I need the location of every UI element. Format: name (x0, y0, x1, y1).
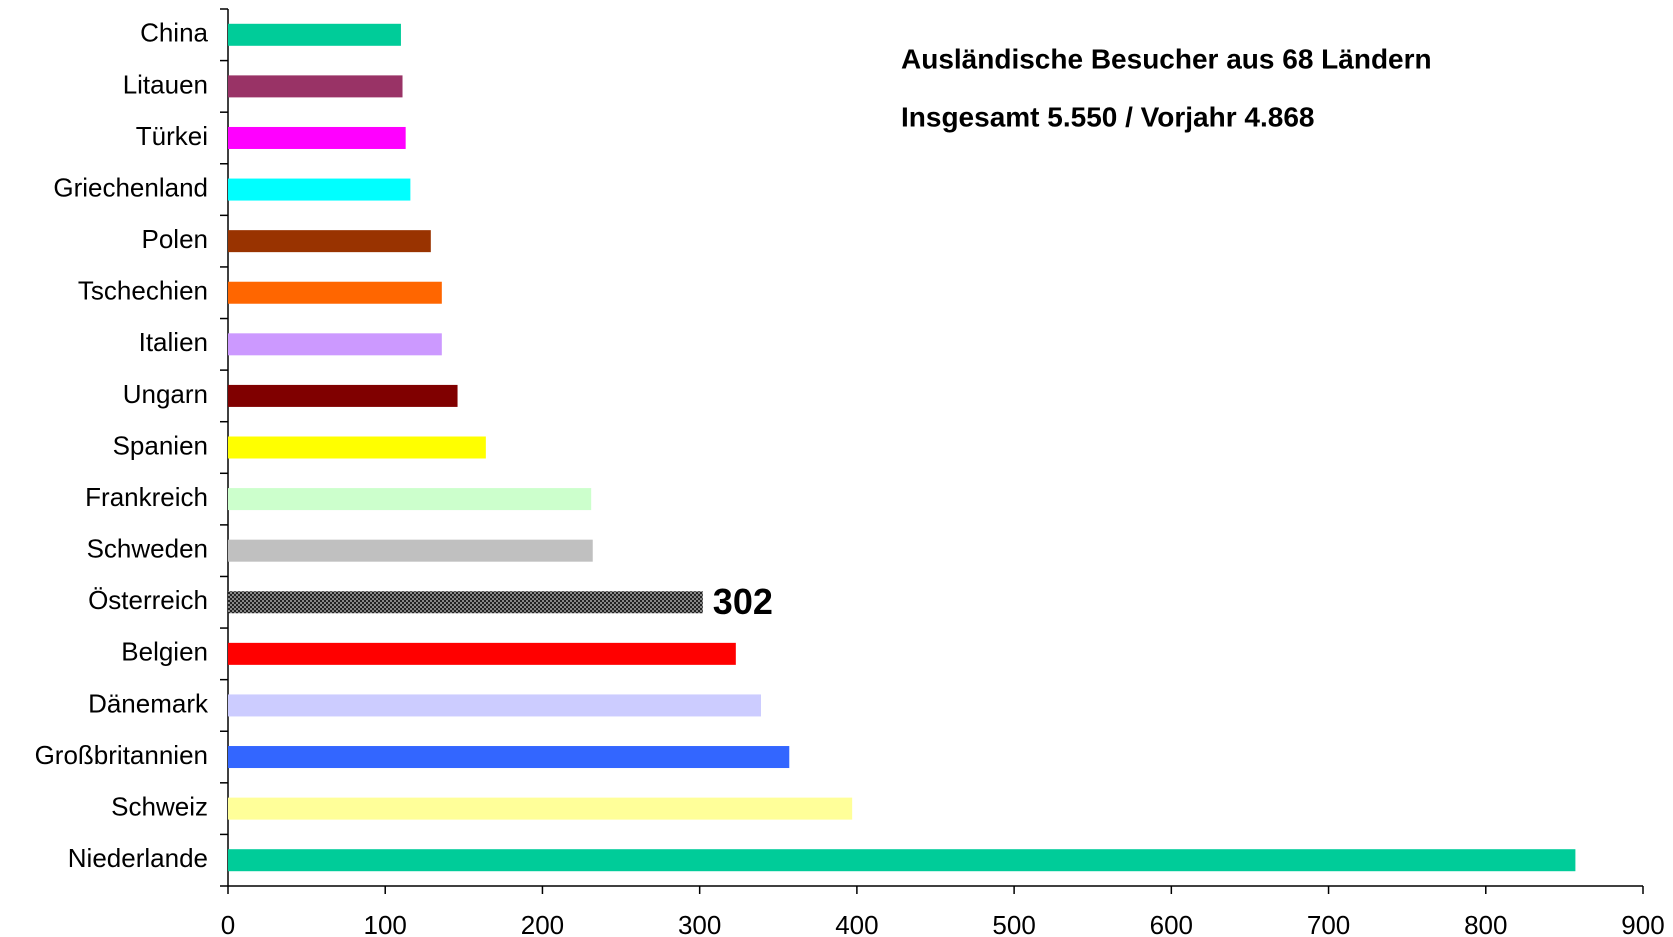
bar (228, 746, 790, 769)
y-tick-label: Türkei (136, 121, 208, 151)
y-tick-label: Tschechien (78, 276, 208, 306)
bar (228, 384, 458, 407)
y-tick-label: Griechenland (53, 172, 208, 202)
y-tick-label: Frankreich (85, 482, 208, 512)
bar (228, 436, 486, 459)
bar (228, 23, 401, 46)
bar (228, 797, 853, 820)
bar (228, 642, 736, 665)
bar (228, 591, 703, 614)
y-tick-label: Belgien (121, 637, 208, 667)
bar (228, 126, 406, 149)
y-tick-label: Polen (142, 224, 209, 254)
x-tick-label: 600 (1150, 910, 1193, 937)
bar (228, 75, 403, 98)
bar (228, 333, 442, 356)
y-tick-label: Niederlande (68, 843, 208, 873)
y-tick-label: Litauen (123, 69, 208, 99)
bar (228, 230, 431, 253)
bar (228, 694, 761, 717)
chart-title: Ausländische Besucher aus 68 Ländern (901, 43, 1432, 74)
bar (228, 281, 442, 304)
x-tick-label: 0 (221, 910, 235, 937)
y-tick-label: Italien (139, 327, 208, 357)
y-tick-label: Spanien (113, 430, 208, 460)
y-tick-label: Großbritannien (35, 740, 208, 770)
x-tick-label: 400 (835, 910, 878, 937)
value-label: 302 (713, 581, 773, 622)
bar (228, 488, 592, 511)
bar (228, 178, 411, 201)
x-tick-label: 700 (1307, 910, 1350, 937)
x-tick-label: 800 (1464, 910, 1507, 937)
y-tick-label: Schweiz (111, 791, 208, 821)
y-tick-label: Österreich (88, 585, 208, 615)
x-tick-label: 300 (678, 910, 721, 937)
x-tick-label: 100 (364, 910, 407, 937)
y-tick-label: China (140, 18, 208, 48)
y-tick-label: Dänemark (88, 688, 209, 718)
x-tick-label: 500 (992, 910, 1035, 937)
x-tick-label: 900 (1621, 910, 1664, 937)
bar (228, 539, 593, 562)
chart-subtitle: Insgesamt 5.550 / Vorjahr 4.868 (901, 101, 1314, 132)
bar (228, 849, 1576, 872)
y-tick-label: Schweden (87, 534, 208, 564)
x-tick-label: 200 (521, 910, 564, 937)
y-tick-label: Ungarn (123, 379, 208, 409)
